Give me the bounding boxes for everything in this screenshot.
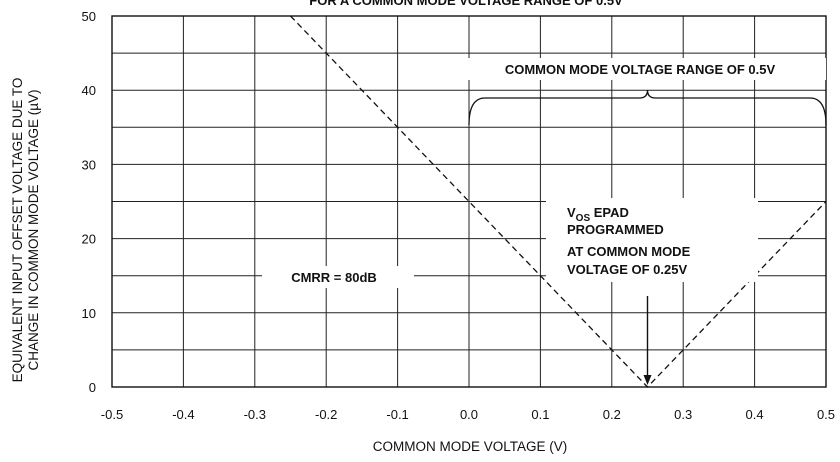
cmrr-label-bg [262,266,414,288]
x-tick-label: 0.5 [817,407,835,422]
x-tick-label: -0.5 [101,407,123,422]
y-tick-label: 30 [82,157,96,172]
y-axis-label-line-2: CHANGE IN COMMON MODE VOLTAGE (µV) [26,89,41,370]
vos-label-line-2: PROGRAMMED [567,222,664,237]
range-annotation: COMMON MODE VOLTAGE RANGE OF 0.5V [440,58,827,126]
cmrr-annotation: CMRR = 80dB [262,266,414,288]
x-tick-label: 0.4 [746,407,764,422]
x-tick-label: 0.0 [460,407,478,422]
series-layer [290,15,827,388]
range-label: COMMON MODE VOLTAGE RANGE OF 0.5V [505,62,776,77]
y-tick-label: 10 [82,306,96,321]
x-tick-label: 0.1 [531,407,549,422]
y-tick-label: 0 [89,380,96,395]
vos-label-bg [546,198,758,282]
tick-labels: -0.5 -0.4 -0.3 -0.2 -0.1 0.0 0.1 0.2 0.3 0.4 0.5 0 1… [82,9,836,422]
vos-label-line-1: VOS EPAD [567,205,629,224]
x-tick-label: -0.3 [244,407,266,422]
x-axis-label: COMMON MODE VOLTAGE (V) [373,439,568,454]
vos-label-line-4: VOLTAGE OF 0.25V [567,262,687,277]
y-axis-label: EQUIVALENT INPUT OFFSET VOLTAGE DUE TO C… [10,78,41,383]
x-tick-label: 0.2 [603,407,621,422]
y-tick-label: 50 [82,9,96,24]
x-tick-label: 0.3 [674,407,692,422]
range-label-bg [440,58,826,80]
x-tick-label: -0.2 [315,407,337,422]
cmrr-label: CMRR = 80dB [291,270,377,285]
y-axis-label-line-1: EQUIVALENT INPUT OFFSET VOLTAGE DUE TO [10,78,25,383]
chart-title: FOR A COMMON MODE VOLTAGE RANGE OF 0.5V [309,0,623,8]
range-brace [468,89,827,126]
series-line-cmrr [290,15,827,388]
vos-annotation: VOS EPAD PROGRAMMED AT COMMON MODE VOLTA… [546,198,758,385]
vos-label-line-3: AT COMMON MODE [567,244,691,259]
arrow-head [643,375,652,385]
y-tick-label: 20 [82,232,96,247]
x-tick-label: -0.4 [172,407,194,422]
x-tick-label: -0.1 [386,407,408,422]
y-tick-label: 40 [82,83,96,98]
